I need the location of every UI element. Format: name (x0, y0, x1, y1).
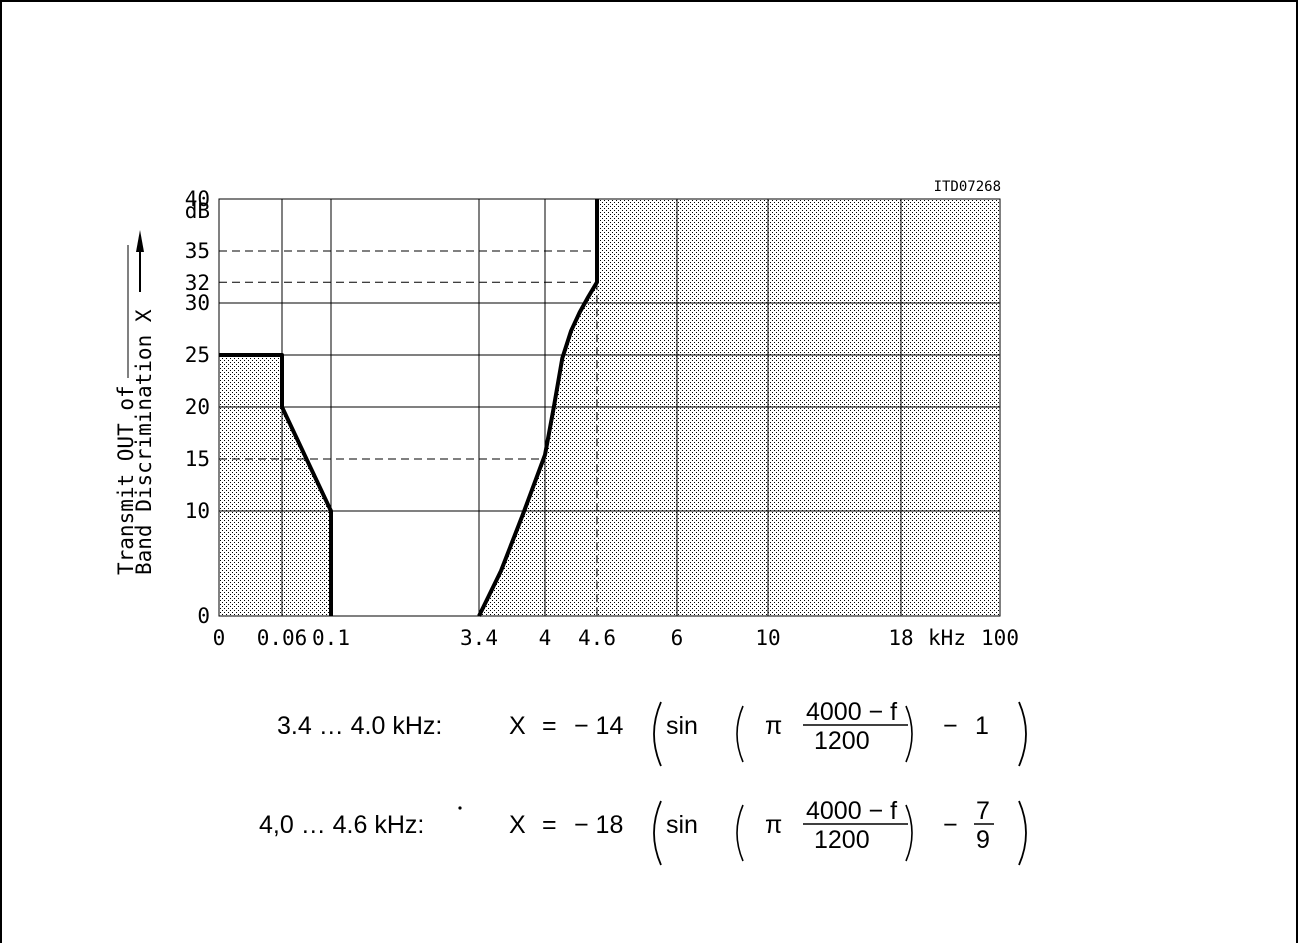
formula-1-range: 3.4 … 4.0 kHz: (277, 712, 442, 740)
y-axis-title-line2: Band Discrimination X (132, 309, 156, 575)
x-tick-labels: 0 0.06 0.1 3.4 4 4.6 6 10 18 100 (213, 626, 1019, 650)
formula-2-lparen-outer (653, 800, 662, 866)
limit-curve-0 (219, 353, 333, 616)
formula-1-eq: = (542, 712, 557, 740)
x-tick-label-100: 100 (981, 626, 1019, 650)
formula-1-func: sin (666, 712, 698, 740)
figure-id-label: ITD07268 (934, 179, 1001, 195)
x-tick-label-4: 4 (539, 626, 552, 650)
y-tick-label-0: 0 (197, 604, 210, 628)
y-tick-label-20: 20 (185, 395, 210, 419)
y-axis-title: Transmit OUT of Band Discrimination X (114, 245, 156, 575)
formula-2-range-repeating-digit: 6 (354, 811, 368, 839)
limit-curve-1 (477, 199, 599, 617)
formula-1-lparen-inner (736, 705, 744, 763)
formula-2-pi: π (765, 811, 782, 839)
formula-2-coef: − 18 (574, 811, 623, 839)
x-tick-label-0: 0 (213, 626, 226, 650)
formula-2-denominator: 1200 (814, 826, 870, 854)
formula-1-coef: − 14 (574, 712, 623, 740)
formula-1-denominator: 1200 (814, 727, 870, 755)
up-arrow-icon (136, 230, 144, 292)
formula-2-offset-denominator: 9 (976, 826, 990, 854)
y-tick-label-35: 35 (185, 239, 210, 263)
y-tick-label-32: 32 (185, 271, 210, 295)
y-tick-label-15: 15 (185, 447, 210, 471)
x-tick-label-6: 6 (671, 626, 684, 650)
formula-2-lparen-inner (736, 804, 744, 862)
formula-2-offset-numerator: 7 (976, 797, 990, 825)
y-axis-title-line1: Transmit OUT of (114, 385, 138, 575)
plot-border (218, 198, 1001, 617)
grid (218, 198, 1001, 617)
limit-curves (219, 199, 599, 617)
x-unit-label: kHz (928, 626, 966, 650)
formula-2-numerator: 4000 − f (806, 797, 897, 825)
formula-1: 3.4 … 4.0 kHz: X = − 14 sin π 4000 − f 1… (277, 698, 1027, 767)
formula-1-lparen-outer (653, 701, 662, 767)
formula-2: 4,0 … 4.6 kHz: X = − 18 sin π 4000 − f 1… (259, 797, 1027, 866)
y-tick-label-30: 30 (185, 291, 210, 315)
formula-1-offset: 1 (975, 712, 989, 740)
x-tick-label-4_6: 4.6 (578, 626, 616, 650)
x-tick-label-18: 18 (888, 626, 913, 650)
formula-2-eq: = (542, 811, 557, 839)
formula-2-func: sin (666, 811, 698, 839)
formula-2-rparen-outer (1018, 800, 1027, 866)
x-tick-label-0_06: 0.06 (257, 626, 308, 650)
formula-1-minus: − (943, 712, 958, 740)
formula-2-repeat-dot (458, 806, 462, 810)
formula-1-pi: π (765, 712, 782, 740)
formula-2-rparen-inner (905, 804, 913, 862)
formula-1-rparen-outer (1018, 701, 1027, 767)
x-tick-label-3_4: 3.4 (460, 626, 498, 650)
formula-2-minus: − (943, 811, 958, 839)
formula-1-lhs: X (509, 712, 526, 740)
x-tick-label-0_1: 0.1 (312, 626, 350, 650)
formula-2-range: 4,0 … 4.6 kHz: (259, 811, 424, 839)
formula-2-lhs: X (509, 811, 526, 839)
y-tick-label-25: 25 (185, 343, 210, 367)
formula-1-numerator: 4000 − f (806, 698, 897, 726)
formula-1-rparen-inner (905, 705, 913, 763)
shade-lower-stopband (219, 355, 331, 616)
y-tick-label-10: 10 (185, 499, 210, 523)
y-unit-label: dB (185, 199, 210, 223)
y-tick-label-40: 40 (185, 187, 210, 211)
x-tick-label-10: 10 (755, 626, 780, 650)
